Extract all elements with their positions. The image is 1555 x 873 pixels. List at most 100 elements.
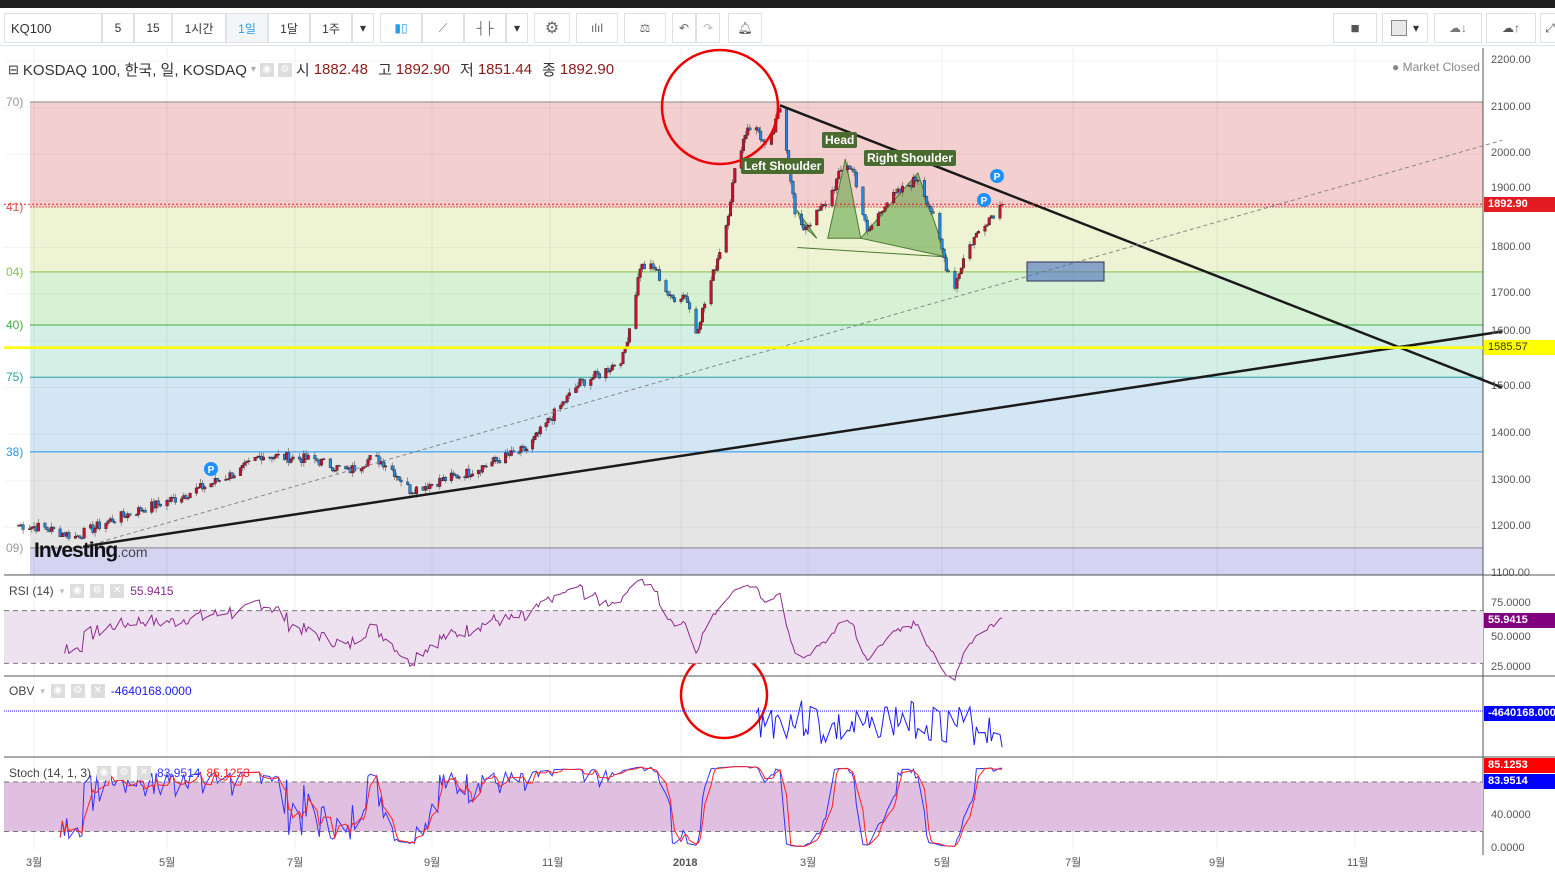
candles-button[interactable]: ▮▯ [380, 13, 422, 43]
candle-body [894, 192, 898, 194]
candle-body [337, 465, 341, 467]
candle-body [852, 169, 856, 173]
candle-body [716, 258, 720, 271]
interval-dropdown[interactable]: ▾ [352, 13, 374, 43]
right-shoulder-label[interactable]: Right Shoulder [864, 150, 956, 166]
candle-body [415, 486, 419, 495]
candle-body [359, 468, 363, 472]
candle-body [576, 385, 580, 389]
candle-body [186, 497, 190, 500]
candle-body [82, 527, 86, 539]
snapshot-button[interactable]: ■ [1333, 13, 1377, 43]
interval-1mo[interactable]: 1달 [268, 13, 310, 43]
dashed-trendline [86, 139, 1503, 547]
candle-body [58, 528, 62, 537]
candle-body [759, 130, 763, 140]
candle-body [169, 496, 173, 502]
redo-button[interactable]: ↷ [696, 13, 720, 43]
candle-body [619, 363, 623, 366]
candle-body [430, 484, 434, 486]
add-alert-button[interactable]: 🔔︎ [728, 13, 762, 43]
candle-body [498, 460, 502, 464]
caret-down-icon[interactable]: ▾ [250, 64, 256, 75]
fullscreen-button[interactable]: ⤢ [1540, 13, 1555, 43]
compare-button[interactable]: ⚖ [624, 13, 666, 43]
candle-body [651, 263, 655, 268]
candle-body [52, 526, 56, 530]
gear-icon[interactable]: ⚙ [117, 766, 132, 780]
candle-body [194, 487, 198, 494]
time-tick: 2018 [673, 857, 698, 869]
candle-body [561, 401, 565, 406]
caret-down-icon[interactable]: ▾ [59, 585, 65, 596]
candle-body [36, 522, 40, 532]
obv-line [755, 700, 1003, 748]
candle-body [593, 371, 597, 378]
gear-icon[interactable]: ⚙ [90, 584, 105, 598]
candle-body [959, 267, 963, 274]
candle-body [863, 214, 867, 221]
price-axis[interactable]: 2200.00 2100.00 2000.00 1900.00 1800.00 1700.… [1484, 48, 1555, 579]
price-tick: 2000.00 [1491, 147, 1531, 160]
fib-band [30, 377, 1483, 452]
indicators-button[interactable]: ılıl [576, 13, 618, 43]
left-shoulder-label[interactable]: Left Shoulder [741, 158, 825, 174]
cloud-upload-icon: ☁↑ [1502, 21, 1520, 35]
candle-body [490, 461, 494, 467]
candle-body [627, 328, 631, 343]
chart-type-dropdown[interactable]: ▾ [506, 13, 528, 43]
head-label[interactable]: Head [822, 132, 858, 148]
candle-body [505, 452, 509, 455]
caret-down-icon[interactable]: ▾ [40, 685, 45, 696]
candle-body [368, 455, 372, 460]
candle-body [353, 465, 357, 472]
eye-icon[interactable]: ◉ [259, 62, 274, 77]
cloud-download-icon: ☁↓ [1449, 21, 1467, 35]
obv-label: OBV [9, 684, 35, 698]
gear-icon[interactable]: ⚙ [277, 62, 292, 77]
collapse-icon[interactable]: ⊟ [8, 61, 19, 77]
interval-1d[interactable]: 1일 [226, 13, 268, 43]
candle-body [589, 379, 593, 386]
undo-button[interactable]: ↶ [672, 13, 696, 43]
candle-body [746, 127, 750, 136]
eye-icon[interactable]: ◉ [70, 584, 85, 598]
candle-body [93, 527, 97, 533]
gear-icon[interactable]: ⚙ [70, 684, 85, 698]
candle-body [642, 263, 646, 270]
settings-button[interactable]: ⚙ [534, 13, 570, 43]
candle-body [819, 205, 823, 211]
close-icon[interactable]: ✕ [90, 684, 105, 698]
interval-5[interactable]: 5 [102, 13, 134, 43]
bars-button[interactable]: ┤├ [464, 13, 506, 43]
open-label: 시 [295, 62, 310, 79]
close-icon[interactable]: ✕ [110, 584, 125, 598]
candle-body [126, 513, 130, 518]
interval-15[interactable]: 15 [134, 13, 172, 43]
candle-body [538, 426, 542, 435]
interval-1h[interactable]: 1시간 [172, 13, 226, 43]
symbol-input[interactable]: KQ100 [4, 13, 102, 43]
candle-body [291, 456, 295, 460]
area-chart-button[interactable]: ⟋ [422, 13, 464, 43]
candle-body [106, 520, 110, 524]
candle-body [709, 280, 713, 305]
candle-body [73, 535, 77, 539]
interval-1w[interactable]: 1주 [310, 13, 352, 43]
candle-body [196, 487, 200, 489]
load-chart-button[interactable]: ☁↓ [1434, 13, 1482, 43]
save-chart-button[interactable]: ☁↑ [1486, 13, 1536, 43]
close-icon[interactable]: ✕ [137, 766, 152, 780]
candle-body [998, 205, 1002, 219]
eye-icon[interactable]: ◉ [50, 684, 65, 698]
candle-body [944, 257, 948, 272]
candle-body [595, 371, 599, 374]
pivot-marker [990, 169, 1004, 183]
layout-button[interactable]: ▾ [1382, 13, 1428, 43]
candle-body [597, 373, 601, 379]
eye-icon[interactable]: ◉ [97, 766, 112, 780]
candle-body [929, 206, 933, 213]
candle-body [815, 209, 819, 226]
candle-body [457, 476, 461, 479]
